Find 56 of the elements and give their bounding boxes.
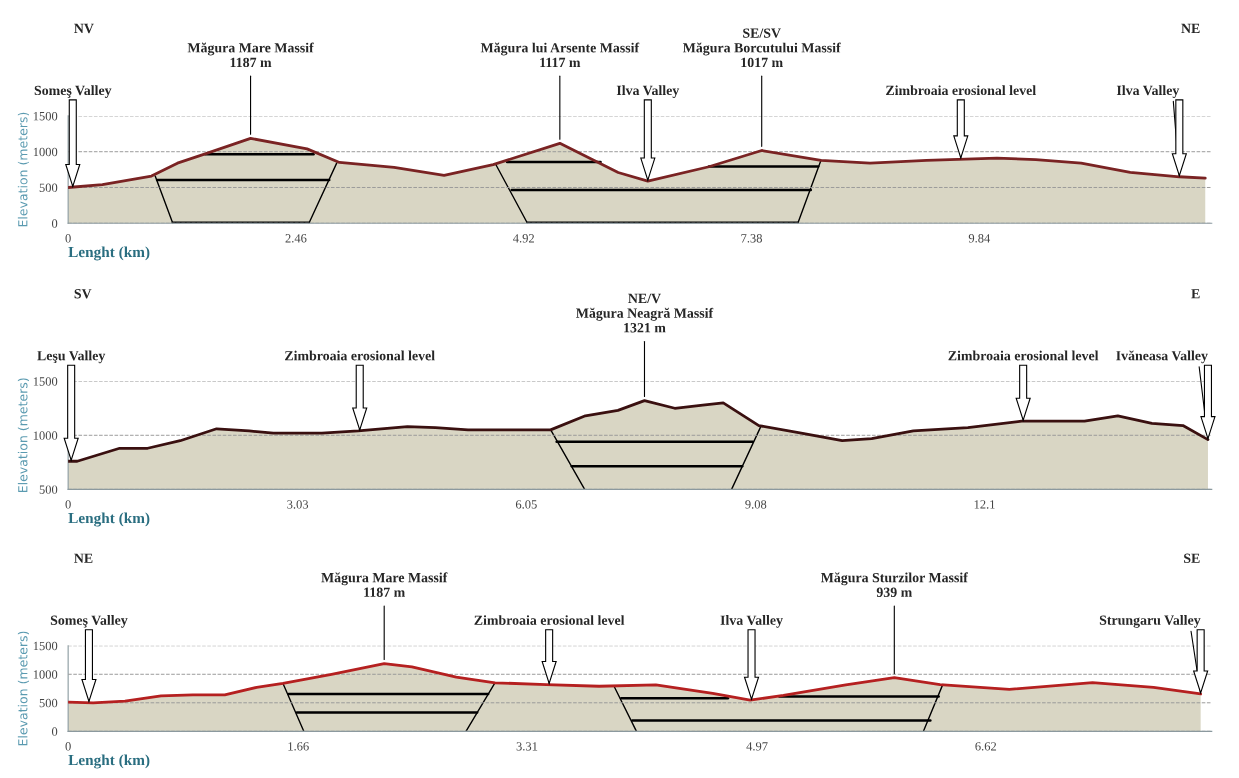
y-axis-title: Elevation (meters) [17, 112, 29, 227]
annotation: Zimbroaia erosional level [474, 615, 625, 625]
annotation: Zimbroaia erosional level [886, 85, 1036, 96]
annotation: Ilva Valley [720, 615, 783, 628]
annotation: NE/V Măgura Neagră Massif 1321 m [576, 293, 714, 333]
annotation: Zimbroaia erosional level [285, 350, 435, 361]
x-tick-label: 6.05 [515, 500, 537, 509]
y-tick-label: 0 [51, 727, 58, 736]
x-tick-label: 3.31 [516, 742, 538, 751]
x-tick-label: 7.38 [741, 234, 762, 243]
annotation: Ilva Valley [616, 85, 680, 98]
x-tick-label: 9.84 [968, 234, 991, 243]
annotation: Măgura Mare Massif 1187 m [321, 572, 448, 597]
annotation: Someş Valley [50, 615, 128, 628]
x-tick-label: 6.62 [975, 742, 997, 751]
x-tick-label: 2.46 [285, 234, 307, 243]
annotation: Someş Valley [34, 85, 112, 98]
text: SV [74, 289, 92, 299]
text: NE [74, 553, 93, 563]
x-axis-title: Lenght (km) [68, 246, 150, 261]
x-axis-title: Lenght (km) [68, 754, 150, 769]
x-tick-label: 0 [65, 500, 71, 509]
y-tick-label: 0 [51, 219, 58, 228]
x-tick-label: 3.03 [287, 500, 309, 509]
text: NV [74, 23, 94, 34]
x-tick-label: 4.97 [746, 742, 768, 751]
x-tick-label: 1.66 [288, 742, 309, 751]
x-tick-label: 4.92 [513, 234, 534, 243]
text: E [1191, 289, 1200, 299]
y-tick-label: 500 [39, 183, 58, 192]
annotation: Leşu Valley [37, 350, 106, 364]
annotation: Ivăneasa Valley [1116, 350, 1208, 364]
y-tick-label: 1000 [33, 670, 58, 679]
y-tick-label: 1500 [33, 377, 58, 386]
x-tick-label: 9.08 [745, 500, 767, 509]
x-axis-title: Lenght (km) [68, 512, 150, 527]
y-tick-label: 500 [39, 485, 58, 494]
y-tick-label: 1000 [33, 147, 58, 157]
x-tick-label: 0 [65, 742, 71, 751]
annotation: Zimbroaia erosional level [948, 350, 1099, 361]
y-tick-label: 1500 [33, 641, 58, 651]
y-tick-label: 1000 [33, 431, 58, 440]
y-axis-title: Elevation (meters) [17, 631, 29, 746]
y-tick-label: 500 [39, 698, 58, 708]
annotation: Măgura Sturzilor Massif 939 m [820, 572, 968, 597]
text: SE [1184, 553, 1200, 563]
x-tick-label: 12.1 [974, 500, 995, 509]
x-tick-label: 0 [65, 234, 71, 243]
annotation: Măgura Mare Massif 1187 m [187, 42, 314, 68]
annotation: Măgura lui Arsente Massif 1117 m [480, 42, 640, 67]
text: NE [1181, 23, 1200, 33]
annotation: SE/SV Măgura Borcutului Massif 1017 m [682, 28, 841, 68]
y-axis-title: Elevation (meters) [17, 378, 29, 493]
annotation: Ilva Valley [1116, 85, 1180, 98]
y-tick-label: 1500 [33, 111, 58, 121]
annotation: Strungaru Valley [1099, 615, 1201, 628]
